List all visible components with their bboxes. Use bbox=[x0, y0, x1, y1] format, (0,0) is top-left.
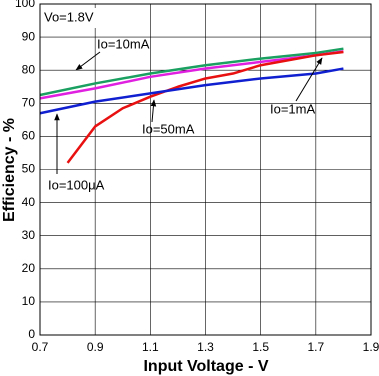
series-label: Io=10mA bbox=[97, 36, 150, 51]
y-tick-label: 80 bbox=[22, 62, 36, 76]
y-tick-label: 0 bbox=[28, 327, 35, 341]
y-tick-label: 90 bbox=[22, 29, 36, 43]
x-tick-label: 1.9 bbox=[363, 340, 379, 354]
y-tick-label: 60 bbox=[22, 129, 36, 143]
annotation-box bbox=[42, 8, 102, 28]
x-tick-label: 1.1 bbox=[142, 340, 159, 354]
series-line bbox=[39, 67, 344, 115]
y-axis-title: Efficiency - % bbox=[1, 118, 18, 222]
y-tick-label: 70 bbox=[22, 95, 36, 109]
arrow bbox=[295, 57, 323, 102]
series-label: Io=1mA bbox=[270, 101, 315, 116]
series-label: Io=50mA bbox=[142, 121, 195, 136]
series-label: Io=100μA bbox=[48, 177, 105, 192]
series-line bbox=[66, 50, 344, 164]
x-tick-label: 0.9 bbox=[87, 340, 104, 354]
x-tick-label: 0.7 bbox=[32, 340, 49, 354]
x-tick-label: 1.3 bbox=[197, 340, 214, 354]
series-line bbox=[39, 47, 344, 97]
y-tick-label: 20 bbox=[22, 261, 36, 275]
lines bbox=[39, 47, 344, 164]
y-tick-label: 40 bbox=[22, 195, 36, 209]
annotation: Vo=1.8V bbox=[44, 9, 94, 24]
x-tick-label: 1.5 bbox=[252, 340, 269, 354]
arrow bbox=[150, 99, 157, 123]
y-tick-label: 30 bbox=[22, 228, 36, 242]
x-tick-label: 1.7 bbox=[307, 340, 324, 354]
y-tick-label: 10 bbox=[22, 294, 36, 308]
y-tick-label: 100 bbox=[15, 0, 35, 10]
plot-frame bbox=[39, 3, 372, 336]
y-tick-label: 50 bbox=[22, 162, 36, 176]
x-axis-title: Input Voltage - V bbox=[143, 358, 268, 375]
arrow bbox=[75, 51, 101, 71]
